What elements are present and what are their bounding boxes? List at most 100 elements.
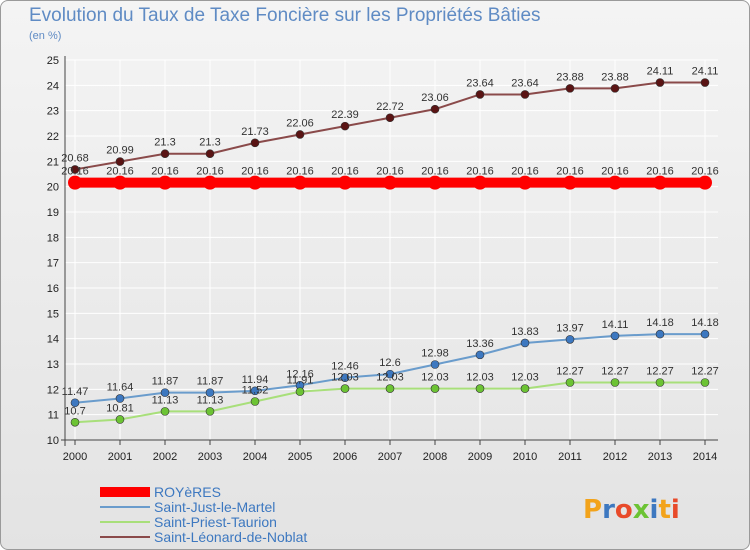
series-2-label-2009: 12.03 — [466, 372, 494, 384]
series-2-label-2011: 12.27 — [556, 365, 584, 377]
proxiti-logo-letter: r — [602, 495, 615, 525]
series-0-label-2003: 20.16 — [196, 166, 224, 178]
series-1-point-2014 — [700, 329, 710, 339]
series-0-label-2008: 20.16 — [421, 166, 449, 178]
x-tick-label-2008: 2008 — [423, 451, 447, 463]
series-1-label-2010: 13.83 — [511, 326, 539, 338]
series-1-label-2014: 14.18 — [691, 317, 719, 329]
series-0-point-2007 — [383, 175, 397, 190]
y-tick-label-18: 18 — [47, 232, 59, 244]
series-1-point-2007 — [385, 369, 395, 379]
series-2-point-2007 — [385, 384, 395, 393]
series-3-point-2012 — [610, 84, 620, 93]
x-tick-label-2001: 2001 — [108, 451, 132, 463]
series-1-point-2001 — [115, 394, 125, 403]
series-0-label-2000: 20.16 — [61, 166, 89, 178]
series-2-label-2013: 12.27 — [646, 365, 674, 377]
series-3-label-2006: 22.39 — [331, 109, 359, 121]
x-tick-label-2013: 2013 — [648, 451, 672, 463]
y-tick-label-17: 17 — [47, 258, 59, 270]
series-0-label-2014: 20.16 — [691, 166, 719, 178]
series-1-point-2003 — [205, 388, 215, 397]
series-0-point-2006 — [338, 175, 352, 190]
x-tick-label-2012: 2012 — [603, 451, 627, 463]
series-2-label-2012: 12.27 — [601, 365, 629, 377]
series-0-point-2008 — [428, 175, 442, 190]
series-0-point-2001 — [113, 175, 127, 190]
series-3-point-2005 — [295, 130, 305, 139]
series-1-point-2009 — [475, 350, 485, 360]
series-1-label-2002: 11.87 — [152, 376, 179, 388]
series-2-point-2002 — [160, 407, 170, 416]
series-1-point-2004 — [250, 386, 260, 396]
series-0-point-2000 — [68, 175, 82, 190]
x-tick-label-2003: 2003 — [198, 451, 222, 463]
x-tick-label-2002: 2002 — [153, 451, 177, 463]
series-2-point-2004 — [250, 397, 260, 406]
series-0-point-2009 — [473, 175, 487, 190]
series-1-label-2011: 13.97 — [556, 322, 584, 334]
proxiti-logo-letter: t — [658, 495, 670, 525]
series-0-point-2005 — [293, 175, 307, 190]
series-0-label-2013: 20.16 — [646, 166, 674, 178]
series-0-point-2014 — [698, 175, 712, 190]
series-1-label-2008: 12.98 — [421, 348, 449, 360]
series-0-point-2004 — [248, 175, 262, 190]
y-tick-label-24: 24 — [47, 80, 59, 92]
series-2-point-2010 — [520, 384, 530, 393]
series-0-label-2002: 20.16 — [151, 166, 179, 178]
proxiti-logo-letter: x — [633, 495, 650, 525]
series-0-label-2004: 20.16 — [241, 166, 269, 178]
series-3-label-2008: 23.06 — [421, 92, 449, 104]
series-3-label-2014: 24.11 — [692, 66, 719, 78]
series-1-point-2002 — [160, 388, 170, 397]
y-tick-label-25: 25 — [47, 55, 59, 67]
series-1-label-2013: 14.18 — [646, 317, 674, 329]
series-3-point-2004 — [250, 138, 260, 148]
series-2-label-2005: 11.91 — [287, 375, 314, 387]
series-1-point-2013 — [655, 329, 665, 339]
y-tick-label-20: 20 — [47, 182, 59, 194]
series-2-label-2010: 12.03 — [511, 372, 539, 384]
series-0-point-2002 — [158, 175, 172, 190]
series-2-label-2007: 12.03 — [376, 372, 404, 384]
x-tick-label-2004: 2004 — [243, 451, 267, 463]
series-2-point-2009 — [475, 384, 485, 393]
series-0-label-2010: 20.16 — [511, 166, 539, 178]
series-2-label-2004: 11.52 — [242, 384, 269, 396]
series-1-point-2006 — [340, 373, 350, 382]
series-1-point-2011 — [565, 335, 575, 344]
proxiti-logo: Proxiti — [583, 495, 680, 525]
series-3-label-2004: 21.73 — [241, 126, 269, 138]
x-tick-label-2010: 2010 — [513, 451, 537, 463]
x-tick-label-2005: 2005 — [288, 451, 312, 463]
series-2-point-2011 — [565, 378, 575, 387]
series-3-point-2014 — [700, 78, 710, 87]
legend-label-2: Saint-Priest-Taurion — [154, 514, 277, 530]
series-3-point-2002 — [160, 149, 170, 159]
series-3-label-2000: 20.68 — [61, 152, 89, 164]
series-2-label-2002: 11.13 — [152, 394, 179, 406]
series-3-label-2012: 23.88 — [601, 71, 629, 83]
series-2-label-2014: 12.27 — [691, 365, 719, 377]
y-tick-label-19: 19 — [47, 207, 59, 219]
legend-label-0: ROYèRES — [154, 484, 221, 500]
series-1-label-2001: 11.64 — [107, 381, 134, 393]
series-0-point-2012 — [608, 175, 622, 190]
series-1-label-2004: 11.94 — [242, 374, 269, 386]
series-2-point-2006 — [340, 384, 350, 393]
y-tick-label-12: 12 — [47, 384, 59, 396]
series-2-label-2006: 12.03 — [331, 372, 359, 384]
proxiti-logo-letter: i — [671, 495, 680, 525]
series-3-point-2010 — [520, 90, 530, 99]
y-tick-label-16: 16 — [47, 283, 59, 295]
x-tick-label-2007: 2007 — [378, 451, 402, 463]
proxiti-logo-letter: i — [650, 495, 659, 525]
series-1-point-2012 — [610, 331, 620, 341]
series-0-point-2010 — [518, 175, 532, 190]
series-0-label-2011: 20.16 — [556, 166, 584, 178]
series-3-label-2007: 22.72 — [376, 101, 404, 113]
series-3-label-2002: 21.3 — [154, 137, 175, 149]
y-axis-unit-label: (en %) — [29, 30, 62, 42]
series-1-point-2000 — [70, 398, 80, 408]
